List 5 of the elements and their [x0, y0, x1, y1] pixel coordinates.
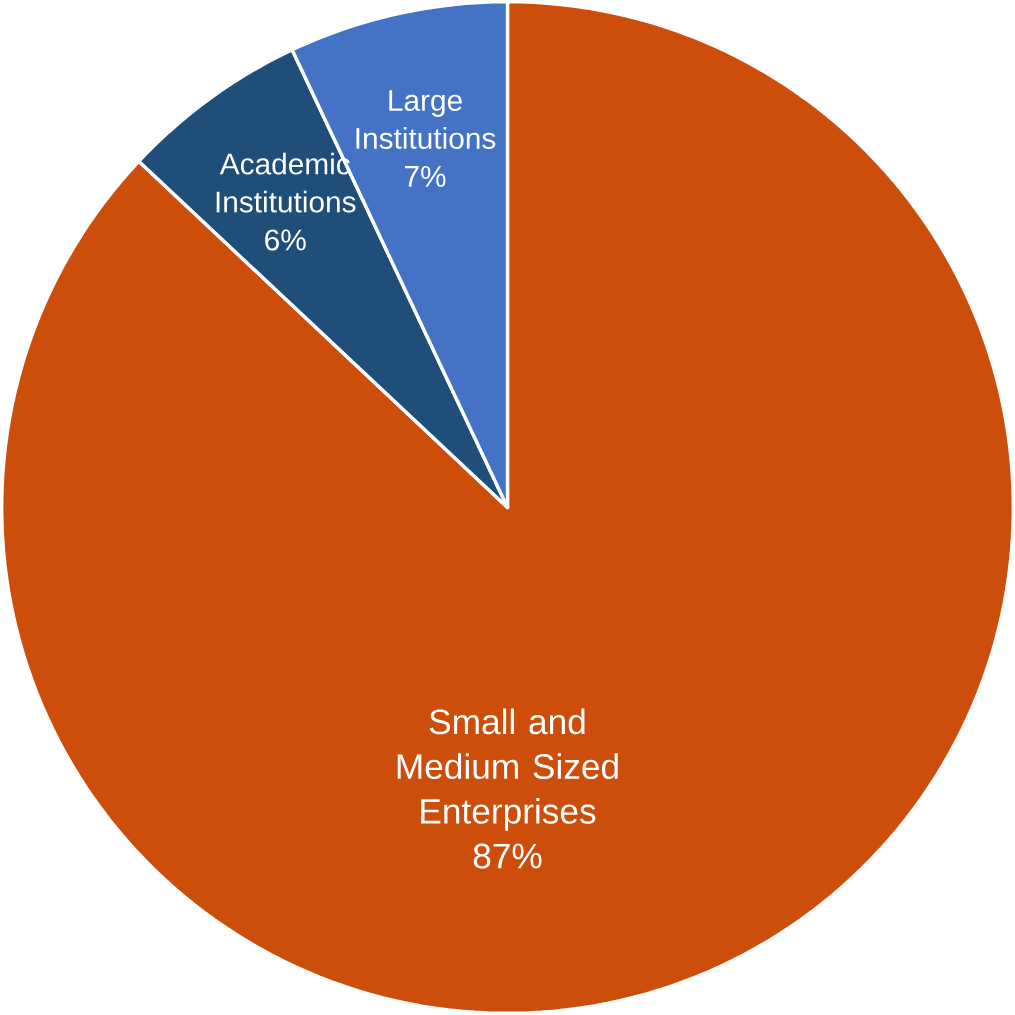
data-label: 7%: [405, 165, 446, 187]
data-label: 6%: [265, 229, 306, 251]
slice-label: Large Institutions: [356, 90, 496, 149]
data-label: 87%: [473, 843, 542, 869]
slice-label: Small and Medium Sized Enterprises: [397, 708, 618, 831]
